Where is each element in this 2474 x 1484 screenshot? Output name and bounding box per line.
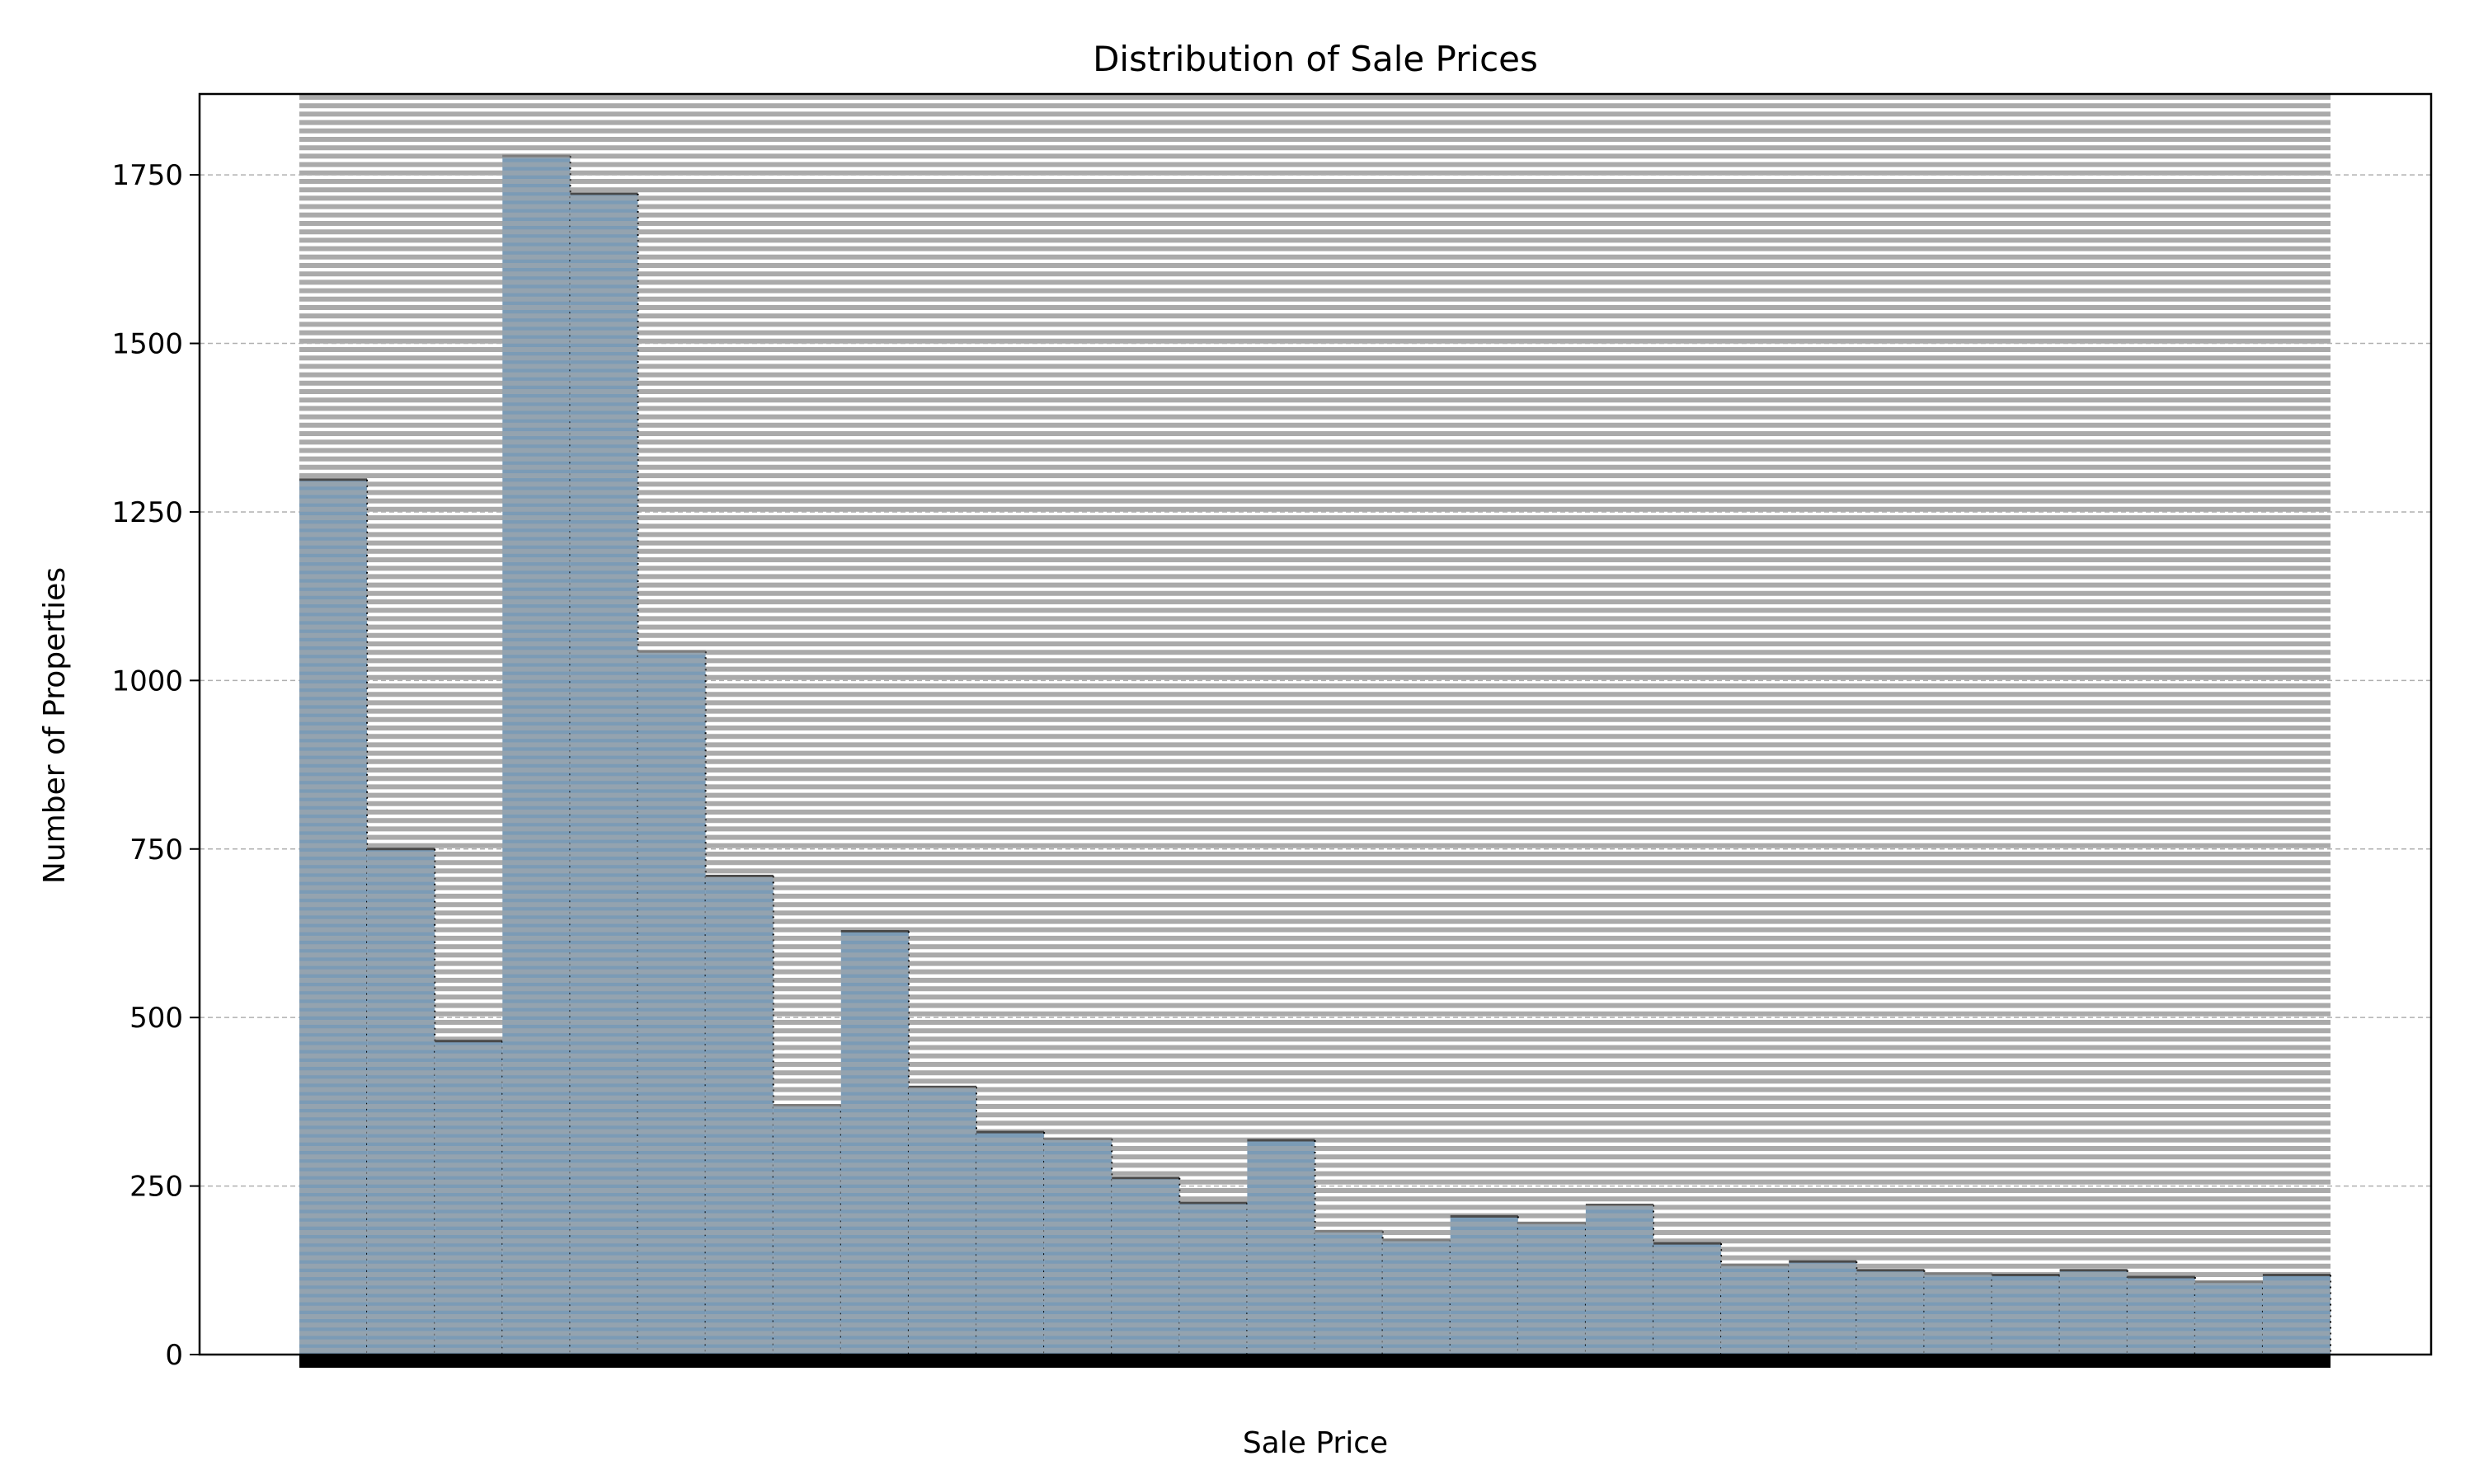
- bars: [299, 153, 2331, 1355]
- y-tick-label: 0: [165, 1339, 183, 1372]
- y-tick-label: 1000: [111, 665, 183, 697]
- bar: [570, 194, 638, 1355]
- chart-title: Distribution of Sale Prices: [1093, 39, 1538, 79]
- y-tick-label: 1250: [111, 496, 183, 529]
- x-tick-band: [299, 1355, 2331, 1368]
- bar: [1585, 1205, 1653, 1355]
- y-tick-label: 250: [129, 1171, 183, 1204]
- y-tick-label: 1500: [111, 328, 183, 361]
- x-axis-label: Sale Price: [1243, 1426, 1388, 1460]
- y-axis-ticks: 0 250 500 750 1000 1250 1500 1750: [111, 159, 200, 1372]
- y-tick-label: 500: [129, 1002, 183, 1035]
- y-axis-label: Number of Properties: [38, 567, 72, 884]
- plot-frame: [198, 92, 2433, 1356]
- bar: [1179, 1203, 1248, 1355]
- bar: [367, 848, 435, 1355]
- y-tick-label: 1750: [111, 159, 183, 192]
- y-tick-label: 750: [129, 834, 183, 866]
